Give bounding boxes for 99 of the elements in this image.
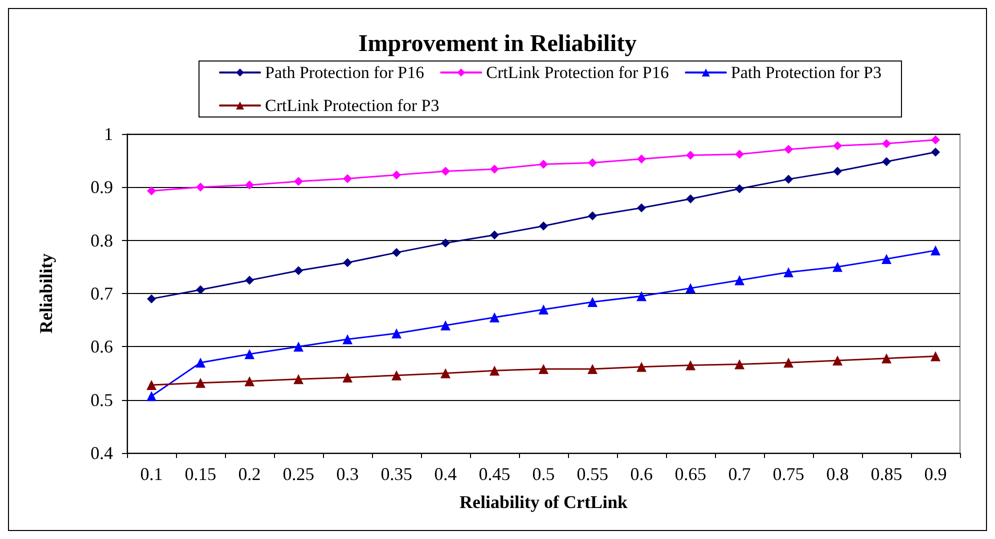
point — [440, 368, 450, 378]
point — [196, 182, 205, 192]
x-tick-label: 0.6 — [630, 464, 653, 484]
x-tick-label: 0.3 — [336, 464, 359, 484]
point — [636, 291, 646, 302]
point — [882, 353, 892, 364]
y-tick-label: 0.6 — [90, 336, 113, 357]
y-tick-label: 0.5 — [90, 390, 113, 410]
point — [147, 294, 156, 304]
legend-label: CrtLink Protection for P16 — [486, 63, 669, 82]
point — [244, 376, 254, 386]
point — [294, 342, 304, 352]
point — [392, 170, 401, 180]
point — [588, 364, 598, 374]
point — [882, 157, 891, 166]
point — [931, 135, 940, 144]
y-tick-label: 0.7 — [90, 284, 113, 304]
x-tick-label: 0.1 — [140, 464, 163, 484]
x-tick-label: 0.35 — [380, 464, 412, 484]
y-tick-label: 1 — [104, 124, 113, 144]
point — [832, 262, 842, 272]
point — [930, 245, 940, 256]
point — [294, 374, 304, 384]
point — [882, 139, 891, 148]
point — [686, 194, 695, 204]
point — [784, 174, 793, 184]
x-tick-label: 0.8 — [826, 464, 849, 484]
point — [490, 366, 500, 376]
point — [734, 359, 744, 370]
x-tick-label: 0.2 — [238, 464, 261, 484]
point — [146, 380, 156, 390]
point — [538, 364, 548, 374]
point — [343, 174, 352, 184]
point — [490, 164, 499, 174]
y-tick-label: 0.9 — [90, 177, 113, 198]
point — [637, 203, 646, 212]
point — [833, 166, 842, 176]
point — [392, 248, 401, 258]
point — [686, 283, 696, 294]
point — [196, 358, 206, 368]
point — [833, 141, 842, 150]
x-tick-label: 0.7 — [728, 464, 751, 484]
point — [244, 349, 254, 360]
x-tick-label: 0.55 — [576, 464, 608, 484]
x-tick-label: 0.15 — [184, 464, 216, 484]
point — [343, 258, 352, 268]
point — [735, 150, 744, 159]
point — [588, 158, 597, 168]
point — [784, 144, 793, 154]
x-tick-label: 0.45 — [478, 464, 510, 484]
point — [441, 166, 450, 176]
x-tick-label: 0.75 — [772, 464, 804, 484]
point — [882, 254, 892, 264]
point — [196, 285, 205, 294]
x-tick-label: 0.5 — [532, 464, 555, 484]
x-tick-label: 0.25 — [282, 464, 314, 484]
legend-label: Path Protection for P3 — [730, 63, 882, 82]
point — [294, 266, 303, 276]
point — [294, 176, 303, 186]
point — [392, 370, 402, 380]
x-tick-label: 0.9 — [924, 464, 947, 484]
point — [637, 154, 646, 164]
x-tick-label: 0.85 — [870, 464, 902, 484]
point — [490, 312, 500, 322]
y-axis-title: Reliability — [36, 254, 56, 334]
legend-label: Path Protection for P16 — [265, 63, 424, 82]
y-tick-label: 0.4 — [90, 443, 113, 463]
point — [490, 230, 499, 240]
point — [588, 211, 597, 220]
point — [588, 297, 598, 308]
point — [146, 391, 156, 402]
chart-title: Improvement in Reliability — [358, 31, 637, 57]
point — [686, 360, 696, 370]
x-axis-title: Reliability of CrtLink — [459, 492, 628, 512]
y-tick-label: 0.8 — [90, 230, 113, 250]
x-tick-label: 0.4 — [434, 464, 457, 484]
legend-label: CrtLink Protection for P3 — [265, 96, 440, 115]
point — [342, 372, 352, 383]
point — [440, 320, 450, 330]
point — [930, 351, 940, 362]
point — [196, 378, 206, 388]
point — [784, 267, 794, 278]
point — [734, 275, 744, 286]
point — [539, 160, 548, 169]
point — [686, 150, 695, 160]
x-tick-label: 0.65 — [674, 464, 706, 484]
point — [832, 355, 842, 366]
point — [735, 184, 744, 194]
point — [538, 304, 548, 314]
point — [441, 238, 450, 248]
point — [539, 221, 548, 230]
point — [245, 276, 254, 285]
point — [245, 180, 254, 190]
point — [342, 334, 352, 344]
point — [784, 358, 794, 368]
point — [147, 186, 156, 196]
point — [636, 362, 646, 372]
point — [931, 148, 940, 157]
point — [392, 328, 402, 338]
